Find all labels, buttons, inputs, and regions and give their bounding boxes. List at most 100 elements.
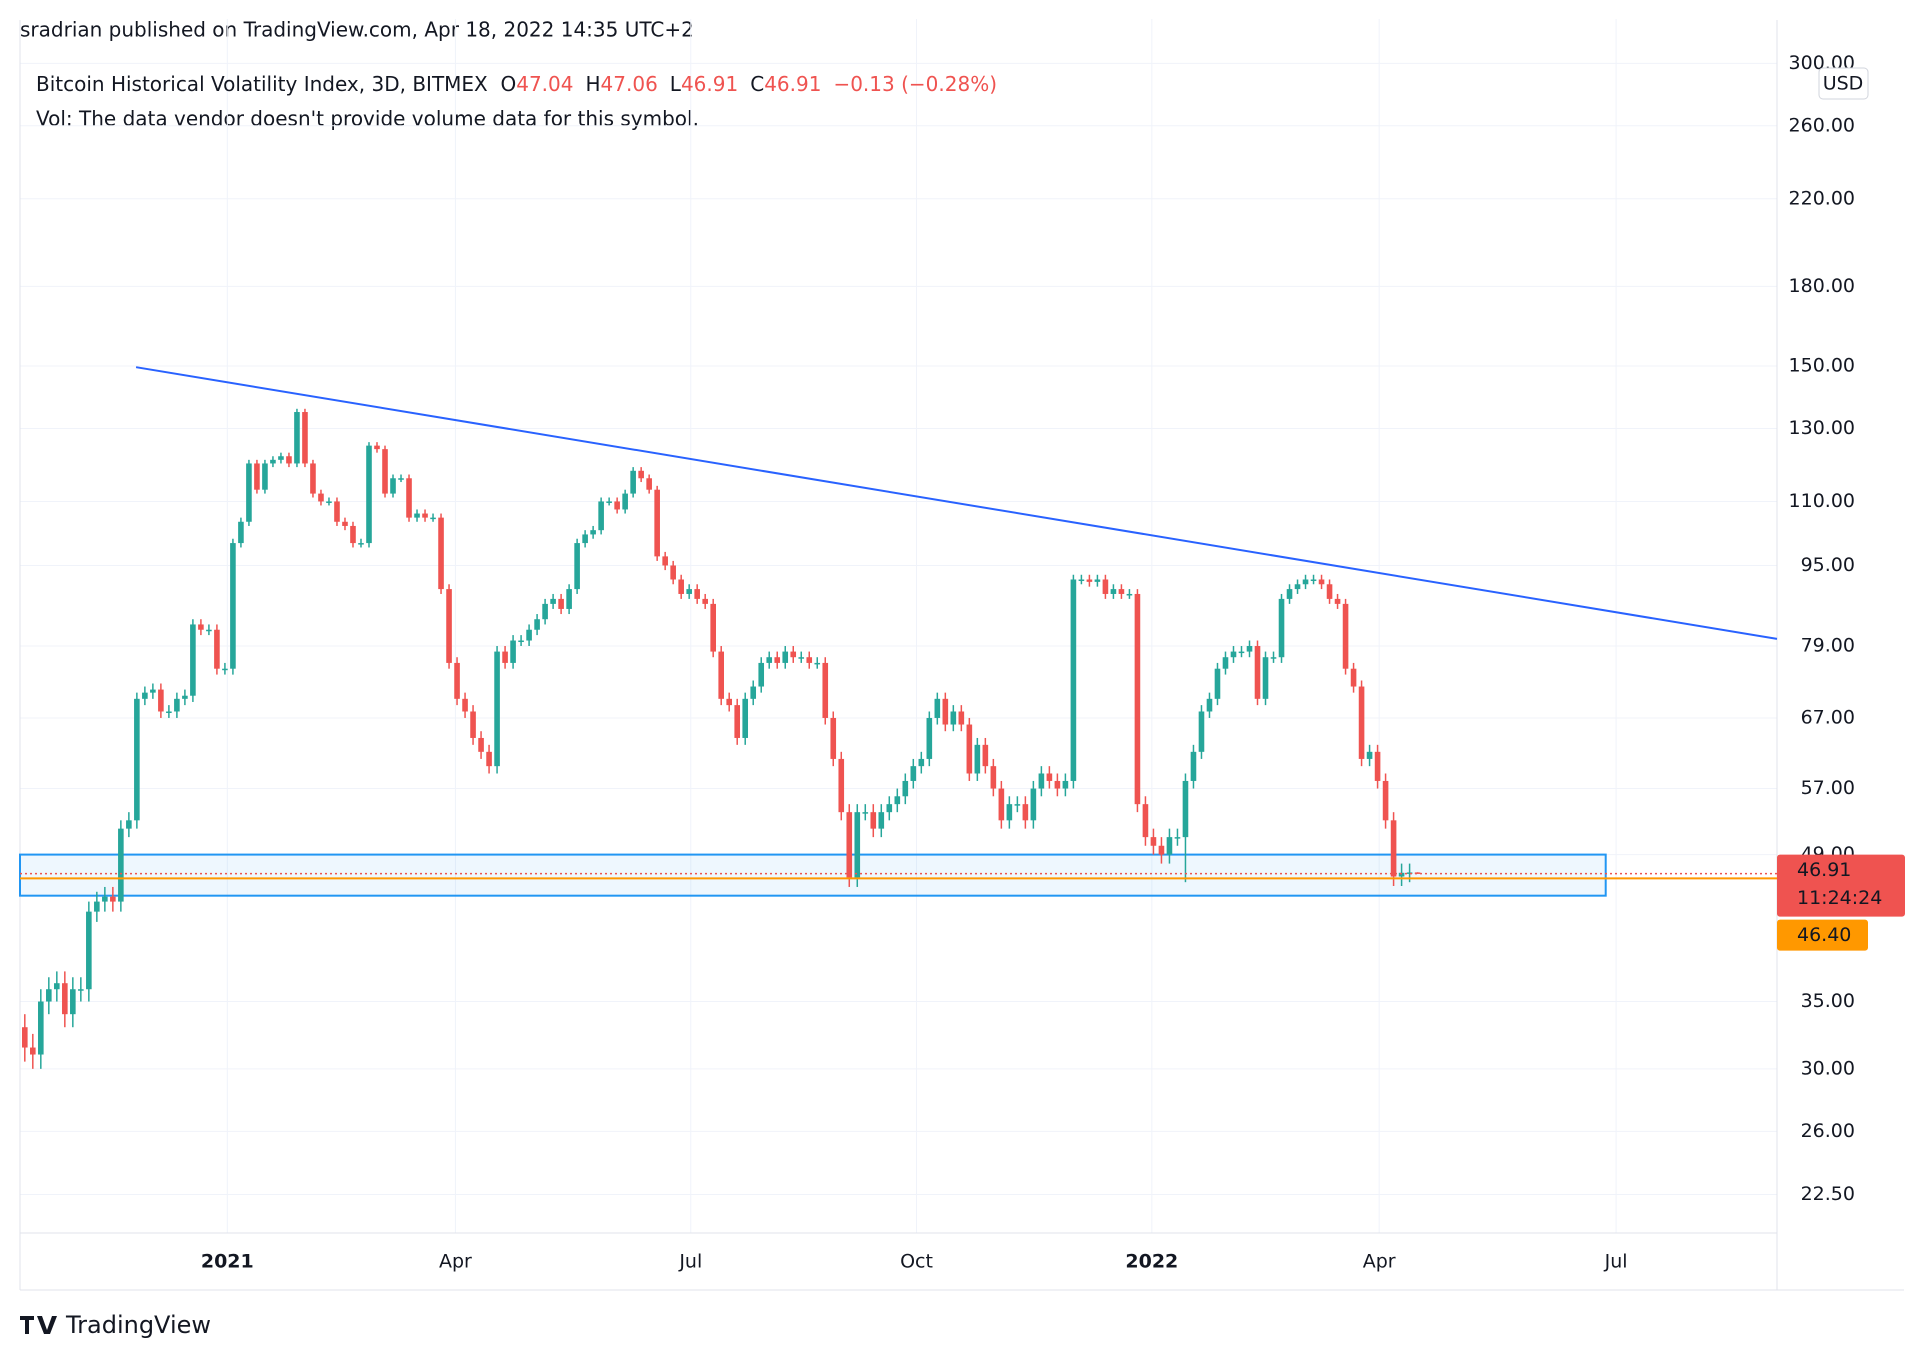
candle-body (710, 603, 716, 652)
candle-body (54, 983, 60, 990)
candle-body (358, 543, 364, 545)
candle-body (454, 662, 460, 699)
candle-body (582, 534, 588, 544)
candle-body (150, 689, 156, 693)
ohlc-value: 46.91 (764, 72, 821, 96)
brand: TradingView (65, 1311, 211, 1339)
candle-body (1086, 579, 1093, 582)
candle-body (766, 657, 773, 663)
candle-body (438, 517, 444, 590)
candle-body (1158, 845, 1165, 855)
candle-body (302, 412, 308, 464)
candle-body (926, 717, 933, 759)
volume-note: Vol: The data vendor doesn't provide vol… (36, 107, 699, 131)
candle-body (1270, 657, 1277, 659)
trendline (135, 366, 1778, 640)
candle-body (550, 598, 556, 604)
candle-body (750, 686, 757, 699)
candle-body (870, 812, 877, 829)
x-tick-label: Oct (900, 1251, 933, 1273)
candle-body (966, 724, 973, 774)
candle-body (1214, 668, 1221, 699)
candle-body (534, 619, 540, 630)
candle-body (190, 624, 196, 696)
candle-body (1406, 872, 1413, 874)
candle-body (934, 698, 941, 718)
candle-body (782, 651, 789, 663)
candle-body (1118, 589, 1125, 594)
candle-body (1006, 804, 1013, 821)
candle-body (854, 812, 861, 878)
candle-body (558, 598, 564, 609)
candle-body (726, 698, 733, 706)
candle-body (286, 456, 292, 464)
candle-body (918, 758, 925, 767)
candle-body (422, 513, 428, 518)
candle-body (822, 662, 829, 718)
candle-body (294, 412, 300, 464)
candle-body (1358, 686, 1365, 759)
candle-body (1310, 579, 1317, 581)
candle-body (670, 565, 676, 580)
candle-body (278, 456, 284, 460)
candle-body (326, 501, 332, 503)
candle-body (950, 711, 957, 725)
candle-body (46, 989, 52, 1002)
candle-body (398, 478, 404, 480)
ohlc-value: 46.91 (681, 72, 738, 96)
candle-body (1174, 837, 1181, 839)
candle-body (1262, 657, 1269, 699)
y-tick-label: 67.00 (1801, 706, 1855, 728)
candle-body (1102, 579, 1109, 594)
candle-body (1390, 820, 1397, 877)
x-tick-label: 2021 (201, 1251, 254, 1273)
ohlc-label: L (670, 72, 682, 96)
y-tick-label: 26.00 (1801, 1120, 1855, 1142)
y-tick-label: 110.00 (1789, 490, 1855, 512)
candle-body (702, 598, 708, 604)
brand-logo: TradingView (20, 1311, 211, 1339)
candle-body (430, 517, 436, 520)
y-tick-label: 30.00 (1801, 1057, 1855, 1079)
candle-body (1046, 773, 1053, 781)
candle-body (366, 445, 372, 544)
candle-body (542, 603, 548, 620)
y-tick-label: 260.00 (1789, 114, 1855, 136)
candle-body (630, 470, 636, 494)
x-tick-label: Apr (1363, 1251, 1396, 1273)
candle-body (22, 1027, 28, 1048)
candle-body (902, 780, 909, 797)
candle-body (1142, 804, 1149, 838)
candle-body (214, 629, 220, 669)
x-tick-label: 2022 (1125, 1251, 1178, 1273)
candle-body (158, 689, 164, 712)
y-tick-label: 150.00 (1789, 355, 1855, 377)
candle-body (1238, 651, 1245, 654)
candle-body (566, 589, 572, 609)
candle-body (134, 698, 140, 821)
candle-body (838, 758, 845, 813)
candle-body (846, 812, 853, 878)
candle-body (814, 662, 821, 665)
candle-body (862, 812, 869, 814)
candle-body (1038, 773, 1045, 789)
candle-body (1110, 589, 1117, 594)
candle-body (894, 796, 901, 805)
y-tick-label: 22.50 (1801, 1183, 1855, 1205)
candle-body (982, 744, 989, 767)
candle-body (334, 501, 340, 522)
candle-body (1062, 780, 1069, 789)
candle-body (262, 463, 268, 490)
candle-body (742, 698, 749, 738)
alert-label: 46.40 (1797, 924, 1851, 946)
change: −0.13 (−0.28%) (833, 72, 997, 96)
candle-body (1318, 579, 1325, 585)
candle-body (1054, 780, 1061, 789)
candle-body (478, 737, 484, 752)
candle-body (1302, 579, 1309, 585)
candle-body (142, 692, 148, 699)
candle-body (790, 651, 797, 658)
zone (19, 853, 1607, 897)
candle-body (638, 470, 644, 479)
